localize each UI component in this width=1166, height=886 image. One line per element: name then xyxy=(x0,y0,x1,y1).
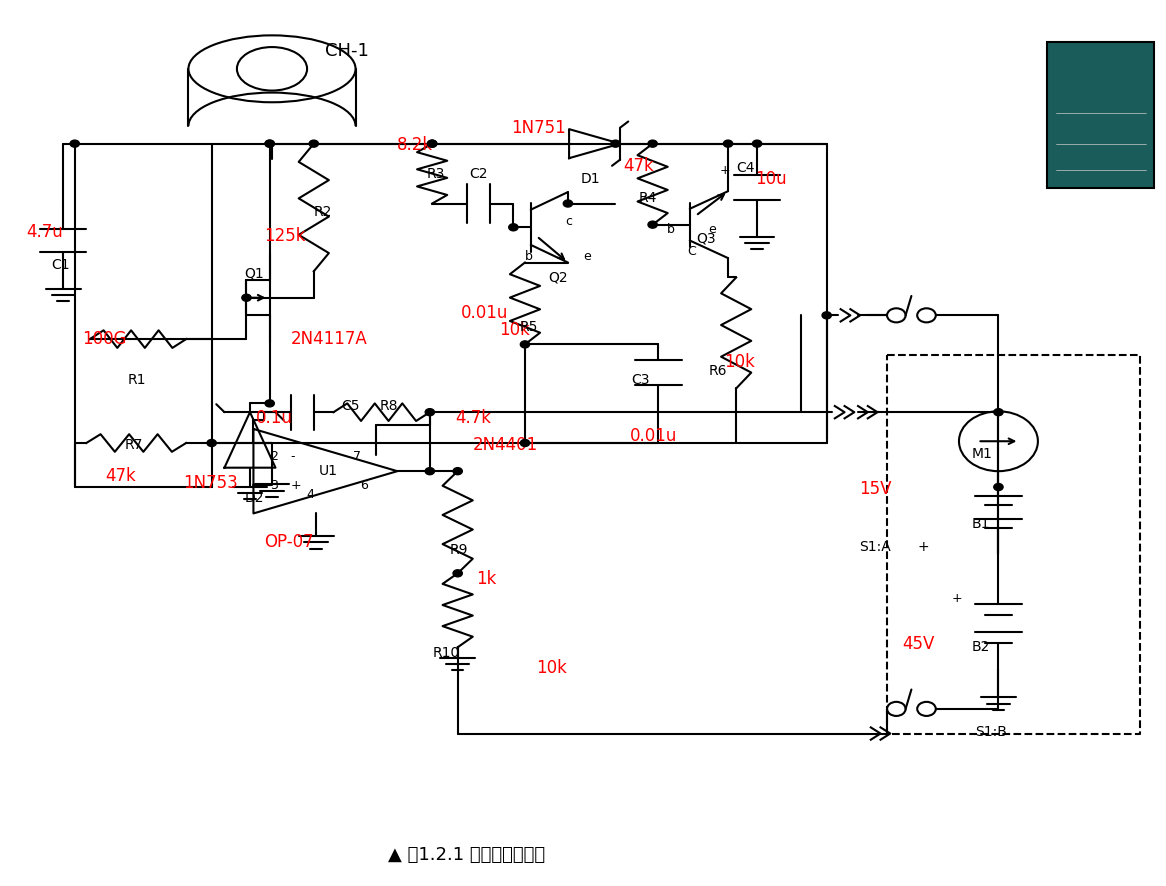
Text: +: + xyxy=(951,593,963,605)
Circle shape xyxy=(454,468,462,475)
Text: 2N4117A: 2N4117A xyxy=(290,330,367,348)
Text: R8: R8 xyxy=(380,399,399,413)
Text: -: - xyxy=(290,450,295,462)
Text: C3: C3 xyxy=(632,373,651,386)
Text: 2N4401: 2N4401 xyxy=(472,436,538,454)
Circle shape xyxy=(648,222,658,229)
Text: 1k: 1k xyxy=(476,571,497,588)
Text: R6: R6 xyxy=(708,364,726,377)
Text: +: + xyxy=(918,540,929,554)
Text: 125k: 125k xyxy=(264,227,305,245)
Text: D1: D1 xyxy=(581,172,600,186)
Text: C: C xyxy=(688,245,696,258)
Circle shape xyxy=(265,140,274,147)
Text: B1: B1 xyxy=(971,517,990,531)
Circle shape xyxy=(752,140,761,147)
Text: C1: C1 xyxy=(51,258,70,272)
Text: R7: R7 xyxy=(125,438,143,452)
Text: R3: R3 xyxy=(427,167,444,182)
Text: c: c xyxy=(566,214,573,228)
Text: C5: C5 xyxy=(342,399,360,413)
Text: e: e xyxy=(583,250,591,263)
Text: ▲ 图1.2.1 改进型放大电路: ▲ 图1.2.1 改进型放大电路 xyxy=(388,846,546,864)
Text: 47k: 47k xyxy=(105,468,135,486)
Text: +: + xyxy=(290,478,301,492)
Circle shape xyxy=(520,341,529,348)
Text: 4: 4 xyxy=(307,487,315,501)
Circle shape xyxy=(648,140,658,147)
Text: 10k: 10k xyxy=(724,353,756,371)
Text: M1: M1 xyxy=(971,447,992,461)
Text: 0.01u: 0.01u xyxy=(630,427,676,445)
Text: 7: 7 xyxy=(353,450,361,462)
FancyBboxPatch shape xyxy=(1047,43,1154,188)
Text: 4.7k: 4.7k xyxy=(456,409,491,427)
Circle shape xyxy=(428,140,437,147)
Text: R5: R5 xyxy=(519,320,538,334)
Text: 0.1u: 0.1u xyxy=(255,409,293,427)
Circle shape xyxy=(309,140,318,147)
Text: 100G: 100G xyxy=(82,330,126,348)
Text: Q3: Q3 xyxy=(697,232,716,245)
Text: D2: D2 xyxy=(244,491,264,505)
Text: Q1: Q1 xyxy=(244,267,264,281)
Text: R1: R1 xyxy=(128,373,147,386)
Text: b: b xyxy=(525,250,533,263)
Circle shape xyxy=(241,294,251,301)
Text: 2: 2 xyxy=(269,450,278,462)
Text: U1: U1 xyxy=(318,464,337,478)
Circle shape xyxy=(426,468,435,475)
Text: R4: R4 xyxy=(639,191,658,206)
Text: 4.7u: 4.7u xyxy=(26,222,63,241)
Text: Q2: Q2 xyxy=(548,270,568,284)
Circle shape xyxy=(265,400,274,407)
Text: 8.2k: 8.2k xyxy=(398,136,434,154)
Text: b: b xyxy=(667,223,674,237)
Circle shape xyxy=(70,140,79,147)
Circle shape xyxy=(426,408,435,416)
Text: 10k: 10k xyxy=(499,322,531,339)
Text: 6: 6 xyxy=(360,478,368,492)
Circle shape xyxy=(993,408,1003,416)
Circle shape xyxy=(611,140,620,147)
Text: C2: C2 xyxy=(469,167,487,182)
Text: +: + xyxy=(719,164,731,176)
Circle shape xyxy=(723,140,732,147)
Text: e: e xyxy=(708,223,716,237)
Text: R2: R2 xyxy=(314,206,332,220)
Text: 10k: 10k xyxy=(536,658,568,677)
Text: 10u: 10u xyxy=(754,170,786,188)
Circle shape xyxy=(208,439,217,447)
Text: C4: C4 xyxy=(736,161,754,175)
Circle shape xyxy=(563,200,573,207)
Text: R9: R9 xyxy=(450,543,468,557)
Text: S1:B: S1:B xyxy=(975,725,1007,739)
Text: 3: 3 xyxy=(269,478,278,492)
Text: 1N753: 1N753 xyxy=(183,474,238,492)
Circle shape xyxy=(454,570,462,577)
Text: OP-07: OP-07 xyxy=(264,532,314,550)
Circle shape xyxy=(428,140,437,147)
Text: B2: B2 xyxy=(971,641,990,654)
Text: 0.01u: 0.01u xyxy=(462,304,508,322)
Text: 45V: 45V xyxy=(902,634,934,653)
Text: 47k: 47k xyxy=(624,157,654,175)
Text: 15V: 15V xyxy=(859,480,892,498)
Circle shape xyxy=(520,439,529,447)
Text: R10: R10 xyxy=(433,646,459,659)
Circle shape xyxy=(993,484,1003,491)
Text: S1:A: S1:A xyxy=(859,540,891,554)
Circle shape xyxy=(265,140,274,147)
Circle shape xyxy=(508,224,518,231)
Circle shape xyxy=(822,312,831,319)
Text: 1N751: 1N751 xyxy=(511,119,566,136)
Text: CH-1: CH-1 xyxy=(325,43,370,60)
